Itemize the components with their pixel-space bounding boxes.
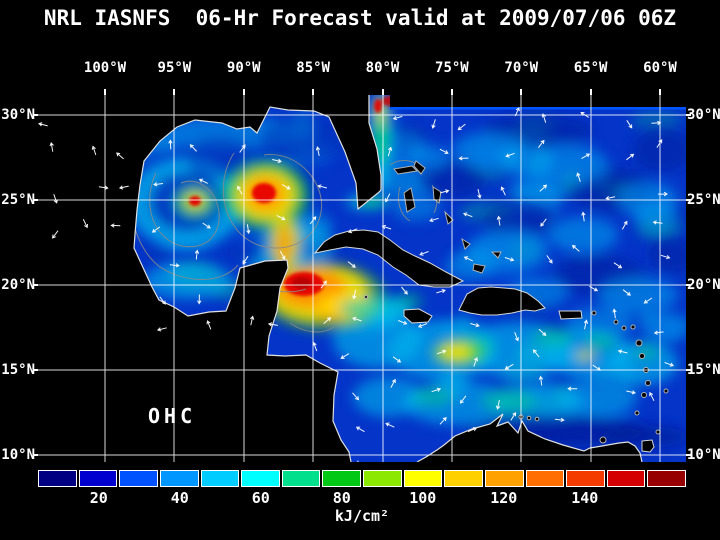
lon-tick-label: 75°W	[435, 60, 469, 76]
colorbar-segment	[241, 470, 280, 487]
axis-tick	[33, 369, 38, 371]
lat-axis-right: 30°N 25°N 20°N 15°N 10°N	[687, 95, 720, 463]
domain-edge-line	[390, 107, 686, 110]
axis-tick	[242, 89, 245, 95]
lat-tick-label: 10°N	[1, 447, 35, 463]
colorbar-tick-label: 40	[170, 489, 189, 507]
lon-tick-label: 80°W	[365, 60, 400, 76]
lat-tick-label: 15°N	[1, 362, 35, 378]
land-islands	[313, 229, 655, 453]
axis-tick	[450, 89, 453, 95]
axis-tick	[381, 89, 384, 95]
island-jamaica	[403, 308, 433, 324]
lat-tick-label: 10°N	[687, 447, 720, 463]
lon-tick-label: 60°W	[643, 60, 677, 76]
lon-tick-label: 70°W	[504, 60, 539, 76]
colorbar-segment	[281, 470, 321, 487]
colorbar-segment	[606, 470, 646, 487]
lesser-antilles	[364, 295, 669, 444]
lon-tick-label: 100°W	[83, 60, 127, 76]
lat-tick-label: 25°N	[687, 192, 720, 208]
colorbar-segment	[484, 470, 524, 487]
lon-tick-label: 85°W	[296, 60, 330, 76]
lat-tick-label: 30°N	[687, 107, 720, 123]
colorbar-swatches	[38, 470, 686, 487]
graticule	[38, 95, 686, 462]
current-vectors	[38, 107, 675, 476]
coastlines	[133, 95, 643, 463]
map-area	[38, 92, 708, 476]
island-puerto-rico	[558, 310, 583, 320]
lat-tick-label: 20°N	[687, 277, 720, 293]
heat-field-cores	[189, 96, 396, 296]
axis-tick	[659, 89, 661, 95]
axis-tick	[686, 369, 691, 371]
lat-axis-left: 30°N 25°N 20°N 15°N 10°N	[0, 95, 35, 463]
colorbar-segment	[566, 470, 605, 487]
lon-tick-label: 65°W	[573, 60, 608, 76]
colorbar-segment	[525, 470, 565, 487]
colorbar-segment	[444, 470, 483, 487]
colorbar-segment	[322, 470, 361, 487]
axis-tick	[173, 89, 176, 95]
axis-tick	[33, 114, 38, 116]
axis-tick	[686, 284, 691, 286]
land-south-america	[417, 414, 642, 462]
colorbar-segment	[78, 470, 118, 487]
lon-axis: 100°W 95°W 90°W 85°W 80°W 75°W 70°W 65°W 60°W	[38, 58, 686, 95]
axis-tick	[33, 284, 38, 286]
lat-tick-label: 25°N	[1, 192, 35, 208]
lat-tick-label: 20°N	[1, 277, 35, 293]
colorbar-segment	[38, 470, 77, 487]
axis-tick	[104, 89, 106, 95]
axis-tick	[686, 454, 691, 456]
colorbar-segment	[159, 470, 199, 487]
colorbar-tick-label: 60	[251, 489, 270, 507]
axis-tick	[520, 89, 523, 95]
lat-tick-label: 15°N	[687, 362, 720, 378]
colorbar-tick-label: 140	[571, 489, 599, 507]
lon-tick-label: 95°W	[157, 60, 192, 76]
page-title: NRL IASNFS 06-Hr Forecast valid at 2009/…	[43, 6, 677, 30]
axis-tick	[686, 114, 691, 116]
island-hispaniola	[458, 286, 546, 316]
axis-tick	[312, 89, 315, 95]
field-label: OHC	[148, 404, 197, 428]
colorbar-ticks: 20 40 60 80 100 120 140	[38, 489, 686, 507]
colorbar-tick-label: 120	[490, 489, 518, 507]
domain-mask-north	[390, 95, 686, 107]
colorbar-segment	[119, 470, 158, 487]
map-canvas	[38, 92, 708, 476]
lon-tick-label: 90°W	[226, 60, 261, 76]
colorbar-tick-label: 100	[409, 489, 437, 507]
colorbar-segment	[363, 470, 402, 487]
colorbar-segment	[200, 470, 240, 487]
colorbar-segment	[647, 470, 686, 487]
island-trinidad	[641, 439, 655, 453]
colorbar-segment	[403, 470, 443, 487]
axis-tick	[686, 199, 691, 201]
axis-tick	[33, 454, 38, 456]
axis-tick	[33, 199, 38, 201]
lat-tick-label: 30°N	[1, 107, 35, 123]
island-cuba	[313, 229, 465, 288]
colorbar-tick-label: 20	[89, 489, 108, 507]
colorbar-units: kJ/cm²	[334, 507, 390, 525]
axis-tick	[589, 89, 592, 95]
colorbar-tick-label: 80	[332, 489, 351, 507]
